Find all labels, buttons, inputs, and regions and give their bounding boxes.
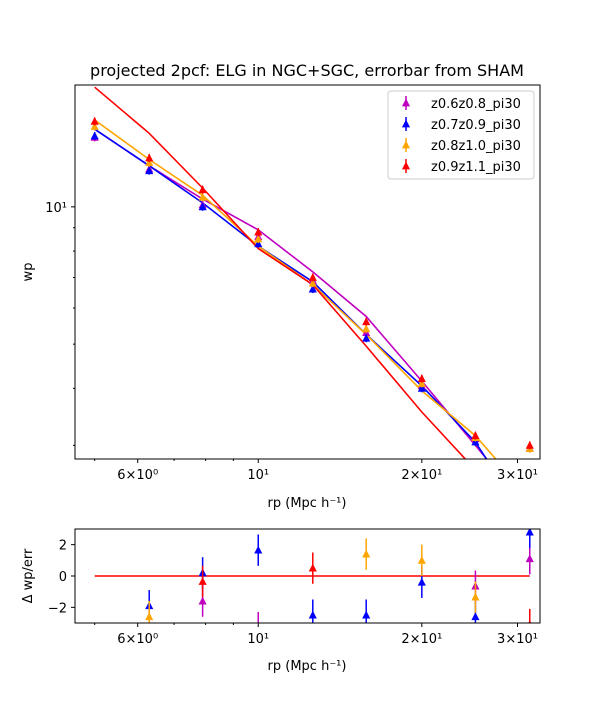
legend-label-3: z0.9z1.1_pi30: [431, 160, 521, 175]
data-point-3-7: [471, 431, 480, 440]
data-point-1-6: [417, 383, 426, 392]
main-x-ticks: 6×10⁰ 10¹ 2×10¹ 3×10¹: [94, 459, 538, 483]
legend-marker-3: [401, 161, 411, 170]
residual-point-1-3: [254, 545, 263, 554]
residual-point-2-7: [471, 592, 480, 601]
data-point-2-2: [198, 192, 207, 201]
legend-frame: [387, 90, 535, 180]
main-title: projected 2pcf: ELG in NGC+SGC, errorbar…: [90, 61, 524, 80]
y-tick-label: 10¹: [45, 201, 67, 216]
x-tick-label: 2×10¹: [401, 632, 442, 647]
x-tick-label: 3×10¹: [497, 468, 538, 483]
residual-point-2-1: [145, 612, 154, 621]
legend: z0.6z0.8_pi30 z0.7z0.9_pi30 z0.8z1.0_pi30z…: [387, 90, 535, 180]
residual-point-3-2: [198, 576, 207, 585]
x-tick-label: 2×10¹: [401, 468, 442, 483]
x-tick-label: 10¹: [247, 468, 269, 483]
main-x-axis-label: rp (Mpc h⁻¹): [268, 496, 347, 511]
residual-point-2-5: [362, 549, 371, 558]
residual-point-1-5: [362, 610, 371, 619]
y-tick-label: −2: [48, 601, 67, 616]
main-y-ticks: 10¹: [45, 201, 75, 446]
residual-x-axis-label: rp (Mpc h⁻¹): [268, 659, 347, 674]
data-point-3-0: [90, 116, 99, 125]
residual-point-0-2: [198, 596, 207, 605]
data-point-2-6: [417, 378, 426, 387]
residual-plot-area: [94, 529, 534, 623]
residual-x-ticks: 6×10⁰ 10¹ 2×10¹ 3×10¹: [94, 623, 538, 647]
model-line-1: [94, 128, 488, 459]
residual-point-2-6: [417, 555, 426, 564]
data-point-1-0: [90, 131, 99, 140]
data-point-1-7: [471, 437, 480, 446]
data-point-3-5: [362, 317, 371, 326]
main-plot-area: [90, 86, 534, 459]
legend-marker-2: [401, 140, 411, 149]
data-point-2-5: [362, 324, 371, 333]
data-point-2-0: [90, 122, 99, 130]
data-point-1-4: [308, 284, 317, 293]
residual-point-1-7: [471, 612, 480, 621]
legend-label-1: z0.7z0.9_pi30: [431, 118, 521, 133]
data-point-3-6: [417, 374, 426, 383]
main-axes-frame: [74, 84, 541, 460]
data-point-1-1: [145, 166, 154, 175]
legend-label-0: z0.6z0.8_pi30: [431, 97, 521, 112]
data-point-3-4: [308, 273, 317, 281]
data-point-1-5: [362, 333, 371, 342]
residual-point-1-6: [417, 577, 426, 586]
legend-marker-1: [401, 119, 411, 128]
main-y-axis-label: wp: [21, 263, 36, 282]
residual-point-3-8: [528, 620, 532, 623]
residual-y-ticks: −2 0 2: [48, 539, 75, 616]
residual-point-3-4: [308, 563, 317, 572]
residual-y-axis-label: Δ wp/err: [21, 548, 36, 603]
data-point-3-3: [254, 227, 263, 236]
data-point-2-3: [254, 234, 263, 243]
data-point-3-1: [145, 153, 154, 162]
data-point-1-3: [254, 239, 263, 248]
x-tick-label: 6×10⁰: [117, 468, 158, 483]
data-point-1-2: [198, 202, 207, 211]
y-tick-label: 0: [59, 570, 67, 585]
x-tick-label: 6×10⁰: [117, 632, 158, 647]
residual-point-1-4: [308, 610, 317, 619]
residual-point-0-8: [525, 554, 534, 563]
data-point-3-2: [198, 185, 207, 194]
data-point-3-8: [525, 440, 534, 449]
data-point-2-1: [145, 158, 154, 167]
legend-label-2: z0.8z1.0_pi30: [431, 139, 521, 154]
x-tick-label: 3×10¹: [497, 632, 538, 647]
y-tick-label: 2: [59, 539, 67, 554]
x-tick-label: 10¹: [247, 632, 269, 647]
model-line-0: [94, 128, 488, 459]
data-point-2-4: [308, 278, 317, 287]
legend-marker-0: [401, 98, 411, 107]
residual-point-1-8: [525, 529, 534, 536]
